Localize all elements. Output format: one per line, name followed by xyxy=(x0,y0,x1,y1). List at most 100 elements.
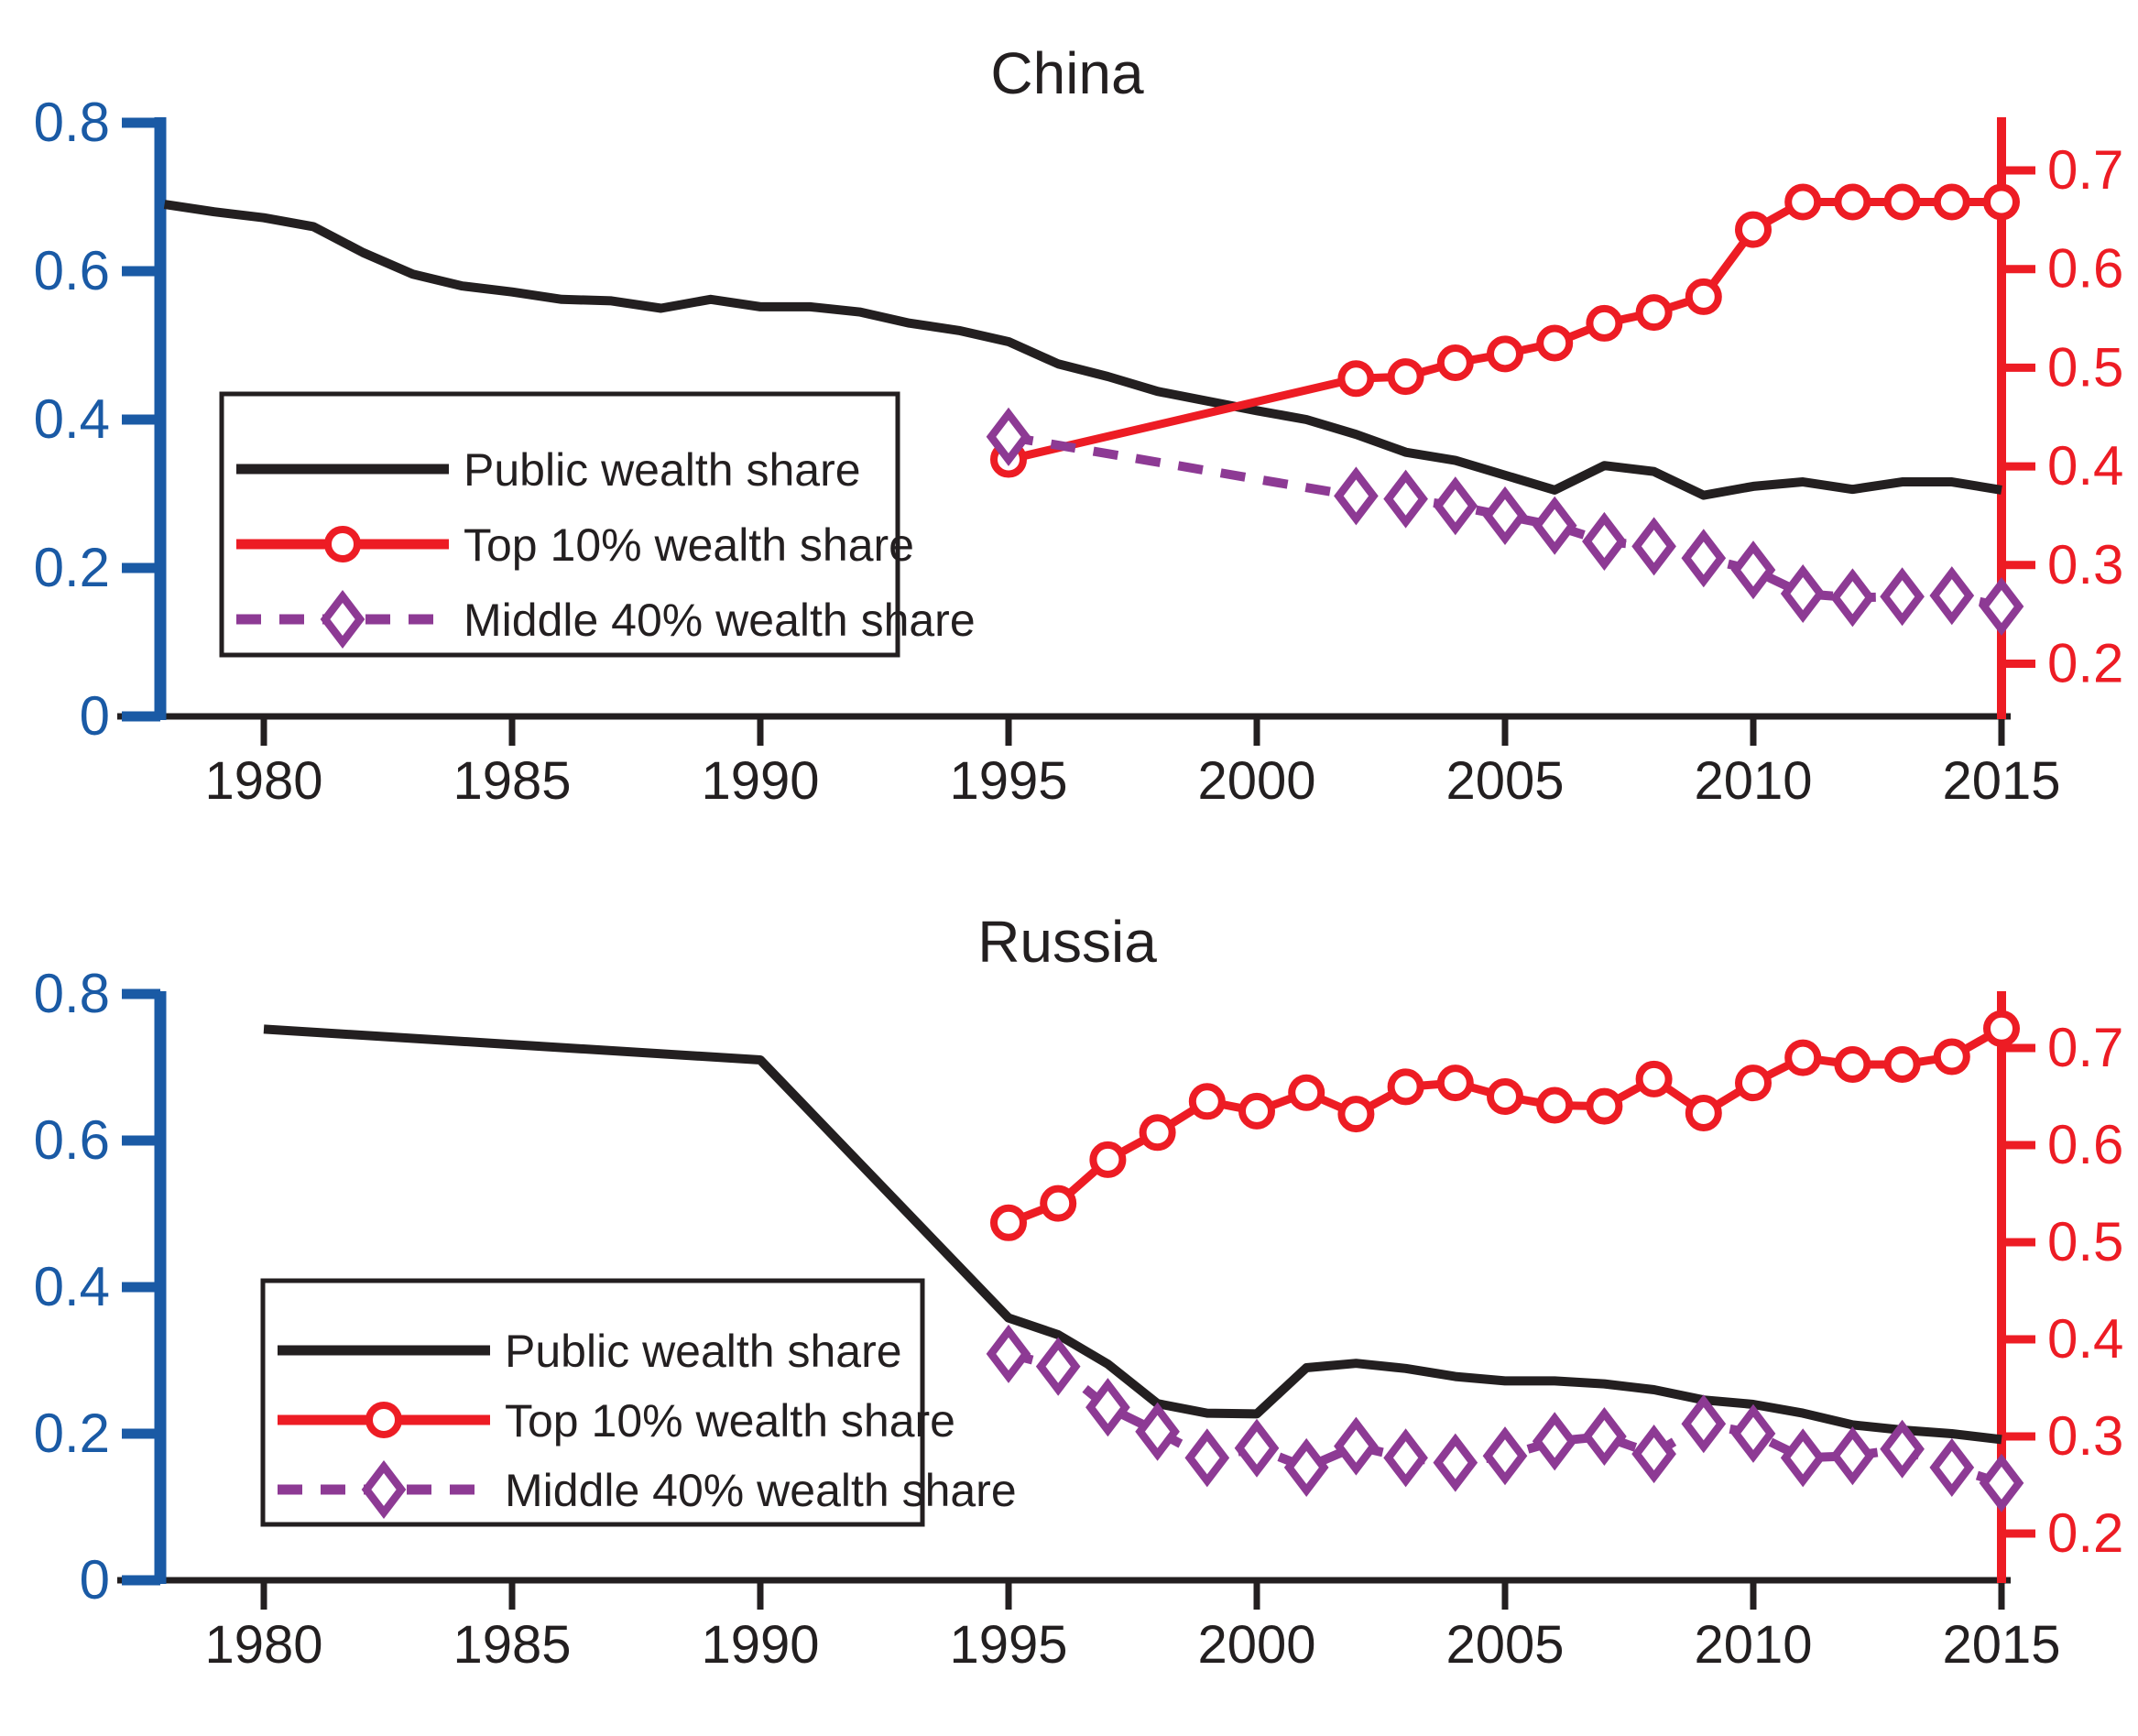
x-tick-label: 2015 xyxy=(1942,1615,2060,1675)
series-top-10-wealth-share-marker xyxy=(1586,304,1623,342)
left-tick-label: 0.2 xyxy=(34,537,110,598)
series-top-10-wealth-share-marker xyxy=(1238,1092,1275,1130)
x-tick-label: 2005 xyxy=(1445,751,1564,811)
series-top-10-wealth-share-marker xyxy=(1139,1114,1176,1152)
x-tick-label: 1990 xyxy=(701,1615,819,1675)
series-middle-40-wealth-share-marker xyxy=(1334,466,1379,526)
series-middle-40-wealth-share-marker xyxy=(1929,1437,1975,1497)
series-top-10-wealth-share-marker xyxy=(1288,1074,1325,1111)
series-middle-40-wealth-share xyxy=(986,407,2024,637)
series-middle-40-wealth-share-marker xyxy=(1482,486,1528,545)
series-top-10-wealth-share-marker xyxy=(1685,1095,1722,1132)
series-top-10-wealth-share-marker xyxy=(1983,1010,2020,1047)
right-tick-label: 0.7 xyxy=(2047,1017,2123,1078)
series-top-10-wealth-share-marker xyxy=(1188,1083,1226,1120)
x-tick-label: 2010 xyxy=(1694,751,1812,811)
legend-label-top10-wealth-share: Top 10% wealth share xyxy=(464,519,914,571)
series-top-10-wealth-share xyxy=(990,183,2020,478)
series-middle-40-wealth-share-marker xyxy=(1780,564,1826,624)
right-tick-label: 0.3 xyxy=(2047,534,2123,595)
series-top-10-wealth-share-marker xyxy=(990,1204,1027,1241)
x-tick-label: 2010 xyxy=(1694,1615,1812,1675)
series-top-10-wealth-share-marker xyxy=(1933,183,1970,221)
left-axis: 0.8 0.6 0.4 0.2 0 xyxy=(34,92,167,747)
x-tick-label: 2000 xyxy=(1197,1615,1315,1675)
series-middle-40-wealth-share-marker xyxy=(1135,1402,1180,1461)
right-tick-label: 0.7 xyxy=(2047,139,2123,201)
series-middle-40-wealth-share-marker xyxy=(1681,529,1727,588)
series-public-wealth-share xyxy=(263,1024,2002,1445)
series-middle-40-wealth-share-marker xyxy=(1730,540,1776,600)
x-tick-label: 1980 xyxy=(204,751,322,811)
right-tick-label: 0.6 xyxy=(2047,1114,2123,1175)
series-middle-40-wealth-share-marker xyxy=(1334,1416,1379,1476)
series-middle-40-wealth-share-marker xyxy=(1631,1425,1676,1484)
series-top-10-wealth-share-marker xyxy=(1635,294,1673,332)
series-middle-40-wealth-share-marker xyxy=(1830,568,1875,628)
series-middle-40-wealth-share-marker xyxy=(1383,469,1428,529)
right-tick-label: 0.5 xyxy=(2047,1211,2123,1272)
left-tick-label: 0.6 xyxy=(34,1109,110,1171)
left-tick-label: 0.4 xyxy=(34,1256,110,1317)
x-tick-label: 1980 xyxy=(204,1615,322,1675)
left-tick-label: 0.8 xyxy=(34,92,110,153)
series-middle-40-wealth-share-marker xyxy=(1880,567,1925,627)
series-middle-40-wealth-share-marker xyxy=(986,407,1031,466)
right-tick-label: 0.3 xyxy=(2047,1405,2123,1467)
right-axis: 0.7 0.6 0.5 0.4 0.3 0.2 xyxy=(1997,991,2123,1583)
left-tick-label: 0.8 xyxy=(34,963,110,1024)
left-tick-label: 0 xyxy=(80,685,110,747)
x-tick-label: 2005 xyxy=(1445,1615,1564,1675)
series-middle-40-wealth-share-marker xyxy=(1184,1428,1230,1488)
series-top-10-wealth-share-marker xyxy=(1387,358,1424,396)
russia-panel-title: Russia xyxy=(977,909,1157,975)
left-tick-label: 0.6 xyxy=(34,240,110,301)
legend-sample-marker xyxy=(361,1459,407,1520)
left-tick-label: 0.2 xyxy=(34,1403,110,1464)
x-tick-label: 1995 xyxy=(949,751,1067,811)
series-middle-40-wealth-share-marker xyxy=(1582,511,1627,571)
series-top-10-wealth-share-marker xyxy=(1784,183,1822,221)
series-top-10-wealth-share-marker xyxy=(1735,211,1772,248)
series-top-10-wealth-share-marker xyxy=(1089,1141,1127,1178)
x-tick-label: 1995 xyxy=(949,1615,1067,1675)
legend-label-middle40-wealth-share: Middle 40% wealth share xyxy=(464,595,976,646)
series-top-10-wealth-share-marker xyxy=(1586,1087,1623,1125)
series-top-10-wealth-share-marker xyxy=(1387,1068,1424,1106)
series-top-10-wealth-share-marker xyxy=(1337,360,1375,398)
russia-panel: 1980 1985 1990 1995 2000 2005 2010 2015 0.8 0.6 0.… xyxy=(34,963,2124,1675)
right-tick-label: 0.4 xyxy=(2047,435,2123,497)
right-tick-label: 0.2 xyxy=(2047,1502,2123,1564)
series-top-10-wealth-share-marker xyxy=(1735,1065,1772,1102)
series-middle-40-wealth-share-marker xyxy=(1631,517,1676,576)
x-tick-label: 2000 xyxy=(1197,751,1315,811)
series-top-10-wealth-share-marker xyxy=(1685,278,1722,315)
series-middle-40-wealth-share-marker xyxy=(1234,1418,1280,1478)
series-middle-40-wealth-share-marker xyxy=(1035,1337,1081,1396)
series-middle-40-wealth-share-marker xyxy=(1433,1433,1478,1492)
series-middle-40-wealth-share-marker xyxy=(1979,1453,2024,1512)
x-tick-label: 2015 xyxy=(1942,751,2060,811)
right-tick-label: 0.6 xyxy=(2047,238,2123,300)
series-top-10-wealth-share-marker xyxy=(1436,1065,1474,1102)
series-top-10-wealth-share-marker xyxy=(1536,1086,1574,1124)
series-middle-40-wealth-share-marker xyxy=(1582,1406,1627,1467)
legend-sample-marker xyxy=(365,1402,402,1438)
series-middle-40-wealth-share-marker xyxy=(1979,577,2024,637)
legend-label-top10-wealth-share: Top 10% wealth share xyxy=(505,1395,955,1447)
series-top-10-wealth-share-marker xyxy=(1337,1096,1375,1133)
series-middle-40-wealth-share-marker xyxy=(1929,566,1975,626)
series-top-10-wealth-share-marker xyxy=(1487,1078,1523,1115)
series-top-10-wealth-share-marker xyxy=(1883,1046,1921,1084)
x-tick-label: 1985 xyxy=(453,1615,571,1675)
left-axis: 0.8 0.6 0.4 0.2 0 xyxy=(34,963,167,1610)
x-tick-label: 1990 xyxy=(701,751,819,811)
legend-sample-marker xyxy=(320,589,365,650)
series-middle-40-wealth-share-marker xyxy=(1830,1426,1875,1486)
legend xyxy=(260,1278,925,1527)
series-middle-40-wealth-share-marker xyxy=(1283,1437,1329,1497)
series-top-10-wealth-share-marker xyxy=(1883,183,1921,221)
series-top-10-wealth-share-marker xyxy=(1983,183,2020,221)
